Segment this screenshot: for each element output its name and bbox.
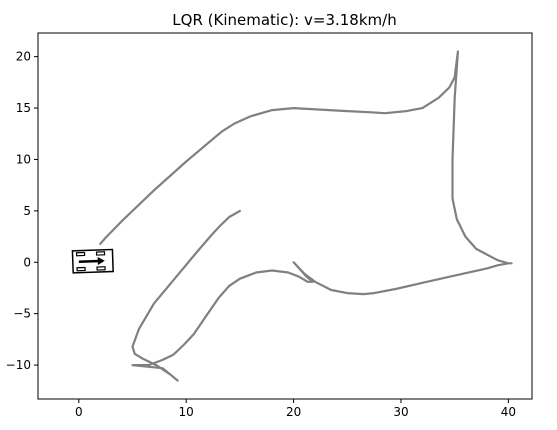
- y-tick-label: 0: [23, 255, 31, 269]
- vehicle-body: [71, 248, 114, 274]
- plot-area: [71, 50, 513, 382]
- vehicle-heading-arrow: [78, 259, 100, 263]
- x-tick-label: 20: [286, 405, 301, 419]
- y-tick-label: 15: [16, 101, 31, 115]
- y-tick-label: −5: [13, 307, 31, 321]
- x-tick-label: 10: [179, 405, 194, 419]
- vehicle-icon: [71, 248, 114, 274]
- y-tick-label: 5: [23, 204, 31, 218]
- axis-ticks: 0 10 20 30 40 −10 −5 0 5 10 15 20: [6, 50, 516, 419]
- vehicle-wheel-0: [75, 251, 86, 257]
- vehicle-wheel-3: [96, 266, 106, 271]
- vehicle-wheel-2: [95, 251, 106, 256]
- vehicle-wheel-1: [76, 266, 86, 272]
- y-tick-label: −10: [6, 358, 31, 372]
- y-tick-label: 20: [16, 50, 31, 64]
- x-tick-label: 40: [501, 405, 516, 419]
- chart-title: LQR (Kinematic): v=3.18km/h: [172, 11, 396, 29]
- x-tick-label: 30: [393, 405, 408, 419]
- vehicle-arrow-head: [97, 257, 105, 266]
- x-tick-label: 0: [75, 405, 83, 419]
- y-tick-label: 10: [16, 152, 31, 166]
- series-line-0: [99, 50, 513, 382]
- axes-frame: [37, 32, 533, 400]
